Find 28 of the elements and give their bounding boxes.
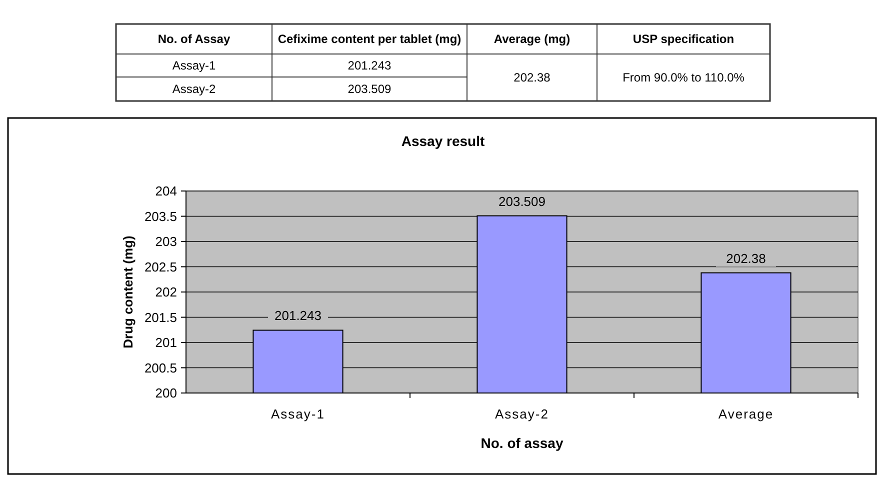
text: Average (mg) [494, 32, 570, 46]
y-tick-label: 202 [155, 284, 177, 300]
y-tick-label: 204 [155, 184, 177, 199]
text: 202.38 [514, 70, 551, 85]
text: Assay-2 [172, 82, 216, 96]
y-tick-label: 201.5 [144, 310, 177, 325]
y-tick-label: 203.5 [144, 208, 177, 224]
data-label: 202.38 [726, 250, 766, 266]
y-tick-label: 200.5 [144, 360, 177, 376]
x-axis-title: No. of assay [480, 434, 564, 451]
text: USP specification [632, 32, 734, 46]
y-tick-label: 201 [155, 335, 177, 350]
y-tick-label: 202.5 [144, 259, 177, 274]
x-tick-label: Assay-1 [271, 406, 325, 422]
x-tick-label: Assay-2 [495, 406, 549, 422]
chart-title: Assay result [401, 132, 485, 149]
text: From 90.0% to 110.0% [622, 70, 745, 85]
text: No. of Assay [158, 32, 230, 46]
y-axis-title: Drug content (mg) [120, 236, 136, 348]
y-tick-label: 200 [155, 386, 177, 401]
text: 201.243 [348, 58, 392, 73]
text: Cefixime content per tablet (mg) [278, 32, 462, 46]
data-label: 203.509 [498, 194, 546, 209]
y-tick-label: 203 [155, 234, 177, 250]
x-tick-label: Average [718, 406, 774, 422]
text: Assay-1 [172, 58, 216, 73]
text: 203.509 [348, 82, 392, 96]
data-label: 201.243 [274, 308, 322, 324]
